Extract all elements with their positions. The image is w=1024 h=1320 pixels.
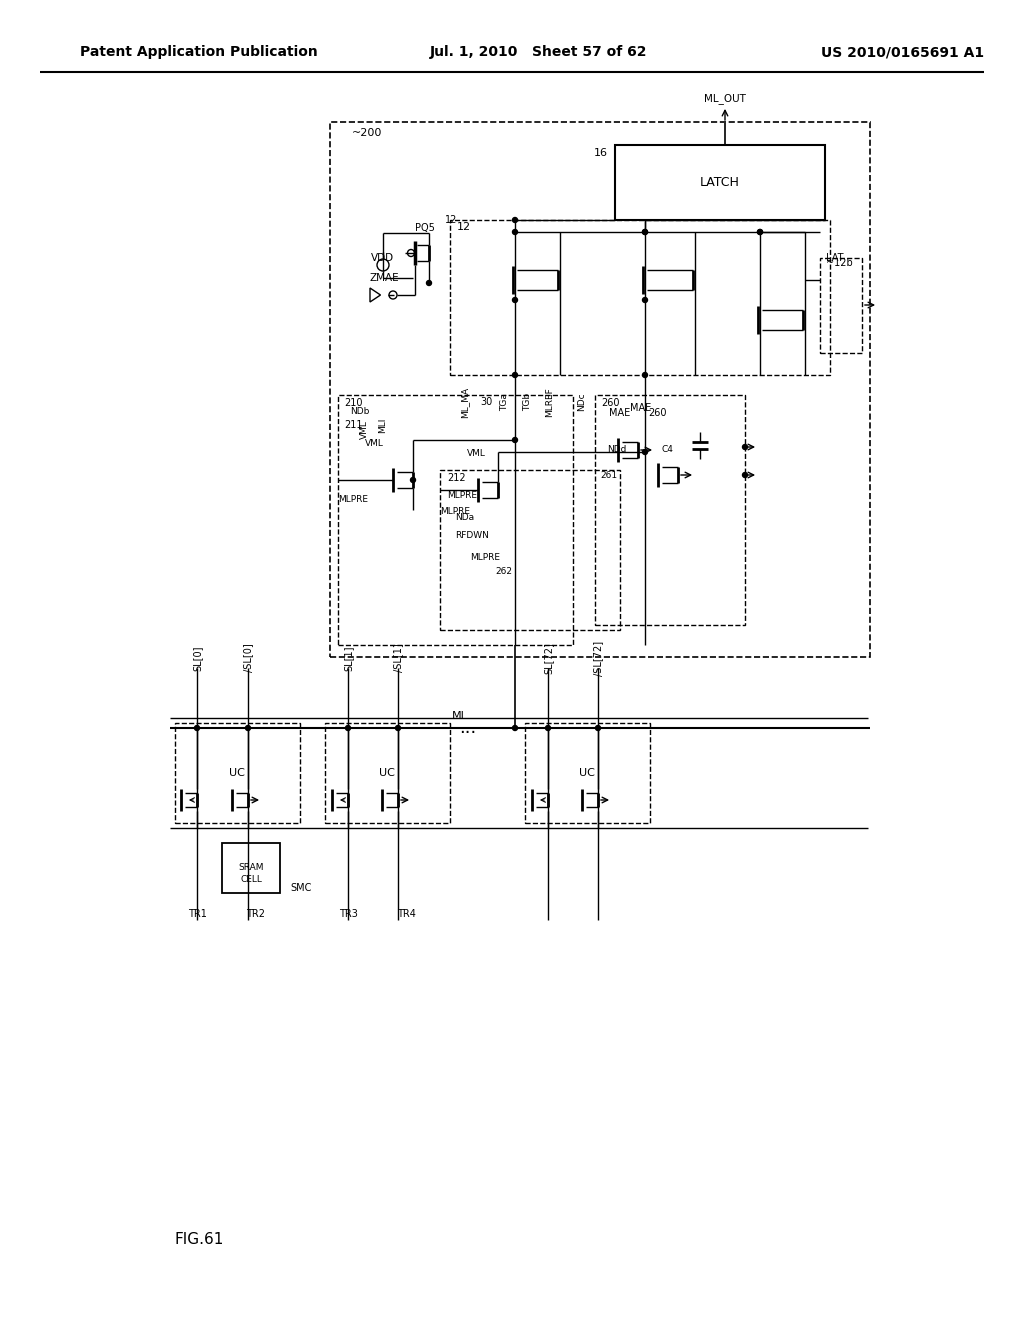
Text: 211: 211 <box>344 420 362 430</box>
Text: 16: 16 <box>594 148 608 158</box>
Bar <box>330 121 870 657</box>
Text: NDd: NDd <box>607 446 627 454</box>
Text: TGa: TGa <box>500 393 509 411</box>
Text: NDb: NDb <box>350 408 370 417</box>
Text: Jul. 1, 2010   Sheet 57 of 62: Jul. 1, 2010 Sheet 57 of 62 <box>430 45 647 59</box>
Bar <box>450 220 830 375</box>
Circle shape <box>512 230 517 235</box>
Circle shape <box>512 372 517 378</box>
Text: MLPRE: MLPRE <box>440 507 470 516</box>
Text: MAE: MAE <box>609 408 631 418</box>
Text: LAT: LAT <box>826 253 844 263</box>
Circle shape <box>395 726 400 730</box>
Bar <box>175 723 300 822</box>
Circle shape <box>246 726 251 730</box>
Text: VML: VML <box>467 450 485 458</box>
Text: 12: 12 <box>445 215 458 224</box>
Circle shape <box>742 445 748 450</box>
Text: ~12b: ~12b <box>826 257 853 268</box>
Text: MLREF: MLREF <box>545 387 554 417</box>
Circle shape <box>546 726 551 730</box>
Text: VML: VML <box>365 440 384 449</box>
Text: /SL[72]: /SL[72] <box>593 640 603 676</box>
Text: FIG.61: FIG.61 <box>175 1233 224 1247</box>
Bar <box>325 723 450 822</box>
Text: PQ5: PQ5 <box>415 223 435 234</box>
Text: SL[1]: SL[1] <box>343 645 353 671</box>
Text: MLPRE: MLPRE <box>447 491 477 499</box>
Circle shape <box>642 230 647 235</box>
Text: 261: 261 <box>600 470 617 479</box>
Text: SMC: SMC <box>290 883 311 894</box>
Text: VML: VML <box>360 421 369 440</box>
Circle shape <box>642 450 647 454</box>
Circle shape <box>642 372 647 378</box>
Text: 210: 210 <box>344 399 362 408</box>
Text: CELL: CELL <box>240 875 262 884</box>
Circle shape <box>377 259 389 271</box>
Circle shape <box>389 290 397 300</box>
Text: C4: C4 <box>662 446 674 454</box>
Circle shape <box>596 726 600 730</box>
Text: /SL[1]: /SL[1] <box>393 644 403 672</box>
Circle shape <box>512 437 517 442</box>
Text: UC: UC <box>579 768 595 777</box>
Circle shape <box>512 297 517 302</box>
Text: 30: 30 <box>480 397 493 407</box>
Circle shape <box>758 230 763 235</box>
Text: 212: 212 <box>447 473 466 483</box>
Text: TR2: TR2 <box>247 909 265 919</box>
Text: 260: 260 <box>648 408 667 418</box>
Circle shape <box>427 281 431 285</box>
Circle shape <box>642 297 647 302</box>
Bar <box>440 470 620 630</box>
Text: ML_MA: ML_MA <box>460 387 469 417</box>
Text: NDa: NDa <box>455 513 474 523</box>
Text: 262: 262 <box>495 568 512 577</box>
Circle shape <box>758 230 763 235</box>
Text: MLPRE: MLPRE <box>338 495 368 504</box>
Text: /SL[0]: /SL[0] <box>243 644 253 672</box>
Circle shape <box>742 473 748 478</box>
Text: ~200: ~200 <box>352 128 382 139</box>
Text: SL[0]: SL[0] <box>193 645 202 671</box>
Text: RFDWN: RFDWN <box>455 531 488 540</box>
Text: Patent Application Publication: Patent Application Publication <box>80 45 317 59</box>
Bar <box>222 843 280 894</box>
Text: ...: ... <box>460 719 476 737</box>
Bar <box>525 723 650 822</box>
Circle shape <box>345 726 350 730</box>
Circle shape <box>411 478 416 483</box>
Circle shape <box>512 726 517 730</box>
Polygon shape <box>370 288 381 302</box>
Text: TR3: TR3 <box>339 909 357 919</box>
Text: US 2010/0165691 A1: US 2010/0165691 A1 <box>821 45 984 59</box>
Text: UC: UC <box>229 768 245 777</box>
Bar <box>615 145 825 220</box>
Bar <box>820 257 862 352</box>
Text: NDc: NDc <box>577 392 586 412</box>
Text: 12: 12 <box>457 222 471 232</box>
Text: TR4: TR4 <box>396 909 416 919</box>
Text: TGb: TGb <box>523 393 532 411</box>
Text: SRAM: SRAM <box>239 863 264 873</box>
Text: ZMAE: ZMAE <box>370 273 399 282</box>
Text: MLI: MLI <box>378 417 387 433</box>
Text: 260: 260 <box>601 399 620 408</box>
Bar <box>595 395 745 624</box>
Circle shape <box>642 230 647 235</box>
Text: UC: UC <box>379 768 395 777</box>
Text: MAE: MAE <box>630 403 651 413</box>
Text: ML: ML <box>452 711 468 721</box>
Text: VDD: VDD <box>371 253 393 263</box>
Circle shape <box>195 726 200 730</box>
Text: LATCH: LATCH <box>700 176 740 189</box>
Text: MLPRE: MLPRE <box>470 553 500 562</box>
Text: SL[72]: SL[72] <box>543 642 553 675</box>
Text: TR1: TR1 <box>187 909 207 919</box>
Circle shape <box>512 218 517 223</box>
Text: ML_OUT: ML_OUT <box>705 94 745 104</box>
Circle shape <box>408 249 415 256</box>
Bar <box>338 395 573 645</box>
